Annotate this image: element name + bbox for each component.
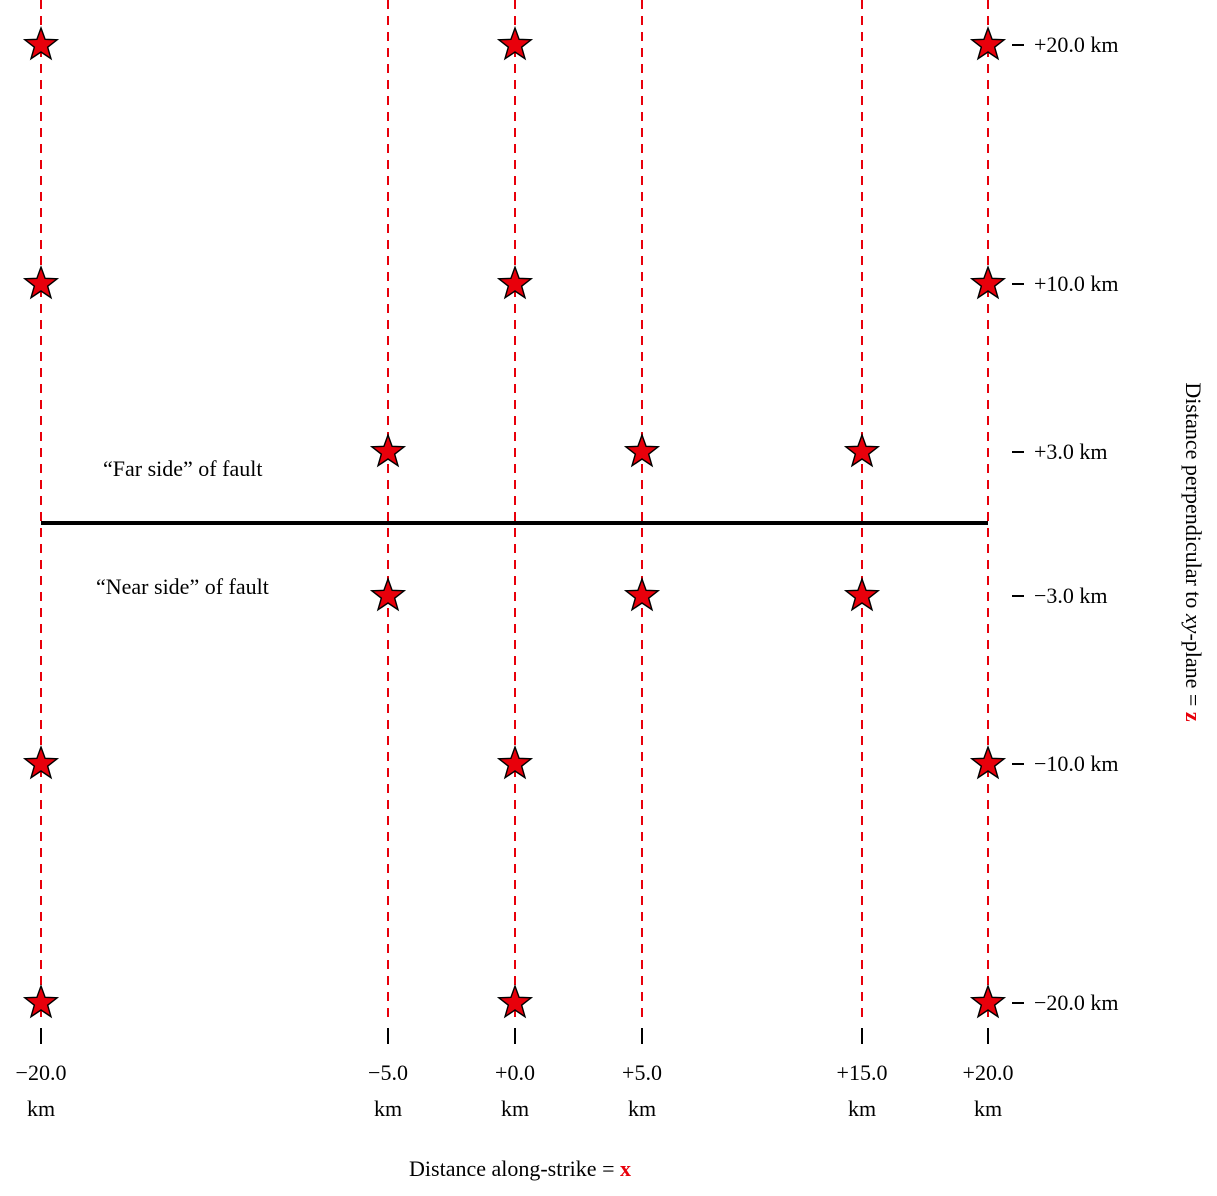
- station-star-3: [22, 264, 60, 300]
- station-star-16: [496, 983, 534, 1019]
- along-strike-gridlines: [40, 0, 989, 1022]
- x-tick-label-5: +20.0: [963, 1060, 1014, 1085]
- z-tick-label-2: +3.0 km: [1034, 439, 1108, 464]
- near-side-label: “Near side” of fault: [96, 574, 269, 599]
- station-star-2: [969, 25, 1007, 61]
- z-axis-variable: z: [1181, 712, 1206, 722]
- x-axis-label: Distance along-strike = x: [409, 1156, 631, 1181]
- x-tick-unit-2: km: [501, 1096, 529, 1121]
- station-star-4: [496, 264, 534, 300]
- x-tick-label-2: +0.0: [495, 1060, 535, 1085]
- x-tick-unit-0: km: [27, 1096, 55, 1121]
- z-axis-label-middle: -plane =: [1181, 633, 1206, 711]
- far-side-label: “Far side” of fault: [103, 456, 262, 481]
- z-axis-label: Distance perpendicular to xy-plane = z: [1181, 382, 1206, 721]
- station-star-5: [969, 264, 1007, 300]
- station-star-13: [496, 744, 534, 780]
- station-star-8: [843, 432, 881, 468]
- x-axis-variable: x: [620, 1156, 631, 1181]
- station-star-14: [969, 744, 1007, 780]
- x-axis-label-text: Distance along-strike =: [409, 1156, 620, 1181]
- station-markers: [22, 25, 1007, 1019]
- x-axis-ticks: −20.0 km −5.0 km +0.0 km +5.0 km +15.0 km +20.0 km: [16, 1028, 1014, 1121]
- z-tick-label-1: +10.0 km: [1034, 271, 1119, 296]
- z-axis-ticks: +20.0 km +10.0 km +3.0 km −3.0 km −10.0 km −2…: [1012, 32, 1119, 1015]
- z-tick-label-3: −3.0 km: [1034, 583, 1108, 608]
- station-star-17: [969, 983, 1007, 1019]
- x-tick-label-3: +5.0: [622, 1060, 662, 1085]
- station-star-1: [496, 25, 534, 61]
- z-tick-label-5: −20.0 km: [1034, 990, 1119, 1015]
- x-tick-unit-4: km: [848, 1096, 876, 1121]
- z-axis-label-italic: xy: [1181, 613, 1206, 634]
- station-star-11: [843, 576, 881, 612]
- x-tick-unit-1: km: [374, 1096, 402, 1121]
- station-star-10: [623, 576, 661, 612]
- x-tick-label-0: −20.0: [16, 1060, 67, 1085]
- station-star-0: [22, 25, 60, 61]
- station-star-12: [22, 744, 60, 780]
- x-tick-unit-3: km: [628, 1096, 656, 1121]
- x-tick-label-1: −5.0: [368, 1060, 408, 1085]
- x-tick-label-4: +15.0: [837, 1060, 888, 1085]
- station-star-7: [623, 432, 661, 468]
- station-star-9: [369, 576, 407, 612]
- x-tick-unit-5: km: [974, 1096, 1002, 1121]
- z-tick-label-0: +20.0 km: [1034, 32, 1119, 57]
- station-star-6: [369, 432, 407, 468]
- z-tick-label-4: −10.0 km: [1034, 751, 1119, 776]
- z-axis-label-text: Distance perpendicular to: [1181, 382, 1206, 614]
- station-star-15: [22, 983, 60, 1019]
